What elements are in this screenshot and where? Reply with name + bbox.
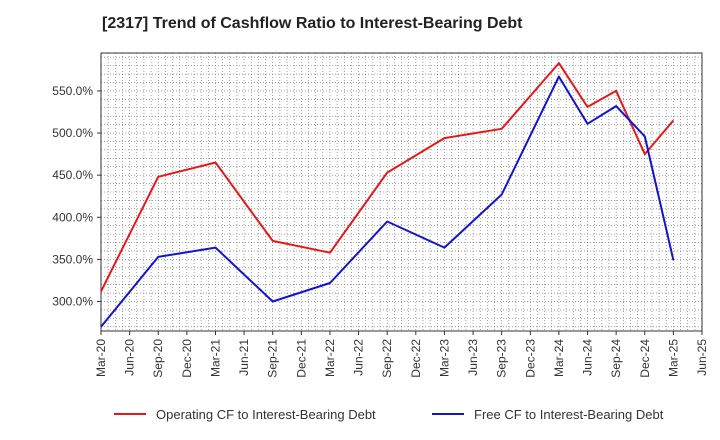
x-tick-label: Mar-20 [94,339,108,377]
x-tick-label: Dec-23 [523,339,537,378]
x-tick-label: Mar-25 [666,339,680,377]
x-axis: Mar-20 Jun-20 Sep-20 Dec-20 Mar-21 Jun-21 Sep-… [94,331,709,378]
y-tick-label: 550.0% [52,84,93,98]
y-axis: 300.0% 350.0% 400.0% 450.0% 500.0% 550.0% [52,84,101,309]
x-tick-label: Mar-22 [323,339,337,377]
x-tick-label: Dec-22 [409,339,423,378]
x-tick-label: Sep-24 [609,339,623,378]
x-tick-label: Jun-21 [237,339,251,376]
legend-label-free-cf: Free CF to Interest-Bearing Debt [474,407,664,422]
x-tick-label: Dec-20 [180,339,194,378]
legend-label-operating-cf: Operating CF to Interest-Bearing Debt [156,407,376,422]
plot-area [100,52,703,332]
grid-lines [101,53,702,331]
x-tick-label: Mar-24 [552,339,566,377]
y-tick-label: 350.0% [52,252,93,266]
x-tick-label: Sep-20 [151,339,165,378]
x-tick-label: Jun-25 [695,339,709,376]
x-tick-label: Jun-20 [123,339,137,376]
y-tick-label: 400.0% [52,210,93,224]
y-tick-label: 500.0% [52,126,93,140]
y-tick-label: 300.0% [52,295,93,309]
x-tick-label: Sep-22 [380,339,394,378]
series-lines [100,62,675,328]
chart-title: [2317] Trend of Cashflow Ratio to Intere… [102,15,523,32]
x-tick-label: Sep-23 [495,339,509,378]
x-tick-label: Jun-24 [581,339,595,376]
x-tick-label: Dec-24 [638,339,652,378]
x-tick-label: Dec-21 [294,339,308,378]
x-tick-label: Mar-23 [437,339,451,377]
free-cf-series-line [100,75,675,328]
x-tick-label: Jun-23 [466,339,480,376]
legend: Operating CF to Interest-Bearing Debt Fre… [114,407,664,422]
x-tick-label: Mar-21 [208,339,222,377]
x-tick-label: Sep-21 [266,339,280,378]
y-tick-label: 450.0% [52,168,93,182]
x-tick-label: Jun-22 [352,339,366,376]
